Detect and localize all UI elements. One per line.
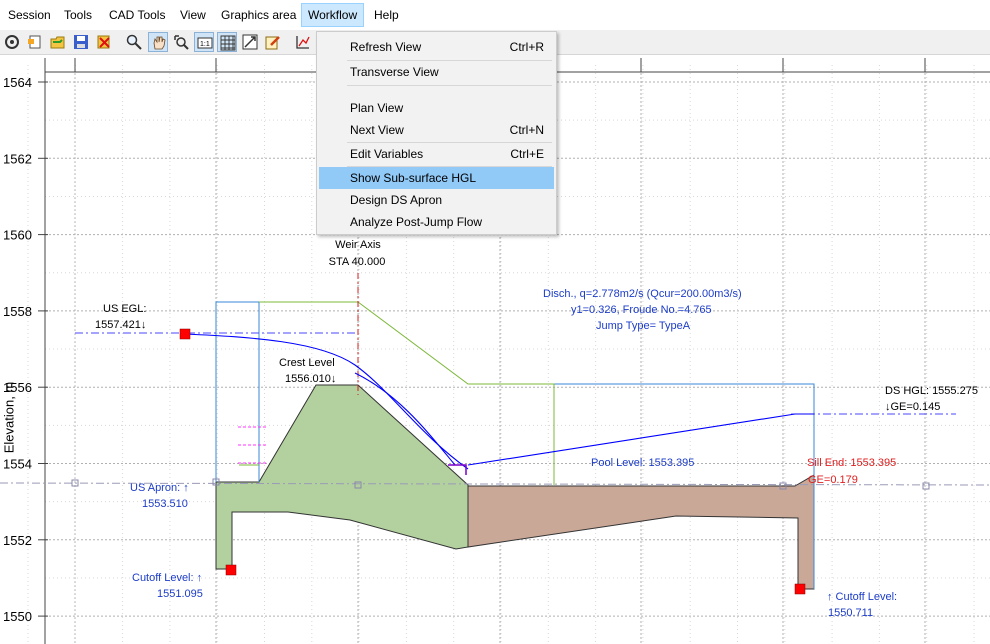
y-axis-tick-label: 1562 (3, 151, 32, 166)
one-to-one-icon[interactable]: 1:1 (194, 32, 214, 52)
discharge-line-1: Disch., q=2.778m2/s (Qcur=200.00m3/s) (543, 288, 742, 300)
chart-icon[interactable] (293, 32, 313, 52)
menu-item-show-sub-surface-hgl[interactable]: Show Sub-surface HGL (319, 167, 554, 189)
menu-separator (347, 85, 552, 86)
water-surface-line (184, 333, 469, 470)
menu-bar: Session Tools CAD Tools View Graphics ar… (0, 0, 990, 30)
menu-view[interactable]: View (180, 8, 206, 22)
menu-item-transverse-view[interactable]: Transverse View (319, 61, 554, 83)
menu-item-analyze-post-jump-flow[interactable]: Analyze Post-Jump Flow (319, 211, 554, 233)
settings-icon[interactable] (2, 32, 22, 52)
crest-level-value: 1556.010↓ (285, 373, 336, 385)
green-envelope-line (239, 301, 555, 485)
jump-line (467, 413, 814, 466)
open-icon[interactable] (48, 32, 68, 52)
us-cutoff-value: 1551.095 (157, 588, 203, 600)
menu-item-next-view[interactable]: Next View Ctrl+N (319, 119, 554, 141)
weir-axis-label: Weir Axis (335, 239, 381, 251)
apron-level-line (0, 482, 990, 486)
zoom-window-icon[interactable] (171, 32, 191, 52)
ds-hgl-sub: ↓GE=0.145 (885, 401, 940, 413)
weir-sta-label: STA 40.000 (329, 256, 386, 268)
menu-item-label: Analyze Post-Jump Flow (350, 215, 483, 229)
ds-hgl-title: DS HGL: 1555.275 (885, 385, 978, 397)
menu-item-plan-view[interactable]: Plan View (319, 97, 554, 119)
menu-item-label: Refresh View (350, 40, 422, 54)
crest-level-title: Crest Level (279, 357, 335, 369)
us-egl-title: US EGL: (103, 303, 146, 315)
grid-nodes (71, 478, 930, 490)
zoom-icon[interactable] (124, 32, 144, 52)
menu-item-label: Next View (350, 123, 404, 137)
pool-level-label: Pool Level: 1553.395 (591, 457, 694, 469)
menu-item-shortcut: Ctrl+N (509, 123, 544, 137)
jump-toe-marker (448, 464, 467, 475)
pan-hand-icon[interactable] (148, 32, 168, 52)
grid-icon[interactable] (217, 32, 237, 52)
menu-item-edit-variables[interactable]: Edit Variables Ctrl+E (319, 143, 554, 165)
us-cutoff-marker[interactable] (225, 564, 237, 576)
workflow-menu: Refresh View Ctrl+R Transverse View Plan… (316, 31, 557, 235)
ds-cutoff-title: ↑ Cutoff Level: (827, 591, 897, 603)
menu-separator (347, 142, 552, 143)
us-egl-marker[interactable] (179, 328, 191, 340)
hgl-lower-line (354, 372, 456, 466)
upstream-apron-fill (215, 384, 469, 570)
svg-text:1:1: 1:1 (200, 41, 210, 48)
menu-item-design-ds-apron[interactable]: Design DS Apron (319, 189, 554, 211)
discharge-line-3: Jump Type= TypeA (596, 320, 691, 332)
new-file-icon[interactable] (25, 32, 45, 52)
menu-cad-tools[interactable]: CAD Tools (109, 8, 166, 22)
us-egl-value: 1557.421↓ (95, 319, 146, 331)
y-axis-tick-label: 1564 (3, 75, 32, 90)
menu-graphics-area[interactable]: Graphics area (221, 8, 297, 22)
menu-item-shortcut: Ctrl+E (510, 147, 544, 161)
us-apron-value: 1553.510 (142, 498, 188, 510)
discharge-line-2: y1=0.326, Froude No.=4.765 (571, 304, 712, 316)
y-axis-tick-label: 1550 (3, 609, 32, 624)
menu-item-refresh-view[interactable]: Refresh View Ctrl+R (319, 36, 554, 58)
y-axis-label: Elevation, m (1, 381, 17, 454)
ds-cutoff-marker[interactable] (794, 583, 806, 595)
y-axis-tick-label: 1560 (3, 228, 32, 243)
fit-icon[interactable] (240, 32, 260, 52)
menu-item-label: Show Sub-surface HGL (350, 171, 477, 185)
menu-help[interactable]: Help (374, 8, 399, 22)
menu-tools[interactable]: Tools (64, 8, 93, 22)
ds-cutoff-value: 1550.711 (828, 607, 873, 619)
downstream-apron-fill (467, 474, 815, 590)
sub-surface-markers (238, 426, 268, 464)
menu-separator (347, 60, 552, 61)
sill-ge-label: GE=0.179 (808, 474, 858, 486)
edit-icon[interactable] (263, 32, 283, 52)
menu-item-label: Design DS Apron (350, 193, 443, 207)
sill-end-label: Sill End: 1553.395 (807, 457, 896, 469)
menu-item-label: Plan View (350, 101, 404, 115)
menu-item-label: Edit Variables (350, 147, 424, 161)
menu-item-label: Transverse View (350, 65, 439, 79)
y-axis-tick-label: 1552 (3, 533, 32, 548)
y-axis-tick-label: 1556 (3, 380, 32, 395)
y-axis-tick-label: 1554 (3, 457, 32, 472)
save-icon[interactable] (71, 32, 91, 52)
menu-item-shortcut: Ctrl+R (509, 40, 544, 54)
close-file-icon[interactable] (94, 32, 114, 52)
menu-workflow[interactable]: Workflow (301, 3, 365, 27)
menu-separator (347, 166, 552, 167)
us-cutoff-title: Cutoff Level: ↑ (132, 572, 202, 584)
y-axis-tick-label: 1558 (3, 304, 32, 319)
us-apron-title: US Apron: ↑ (130, 482, 189, 494)
menu-session[interactable]: Session (8, 8, 51, 22)
